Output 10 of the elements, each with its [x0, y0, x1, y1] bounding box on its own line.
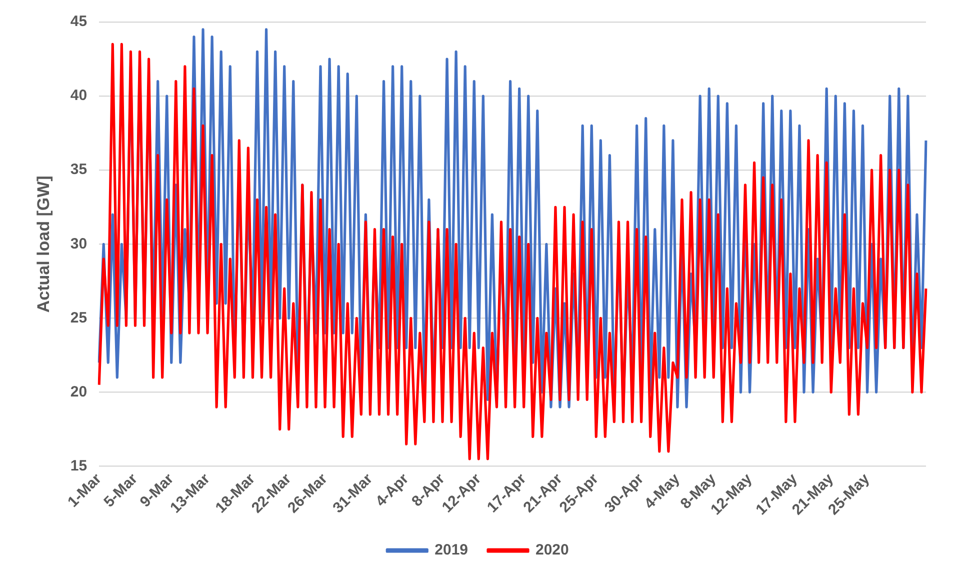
legend-label: 2020 [536, 542, 569, 559]
y-tick-label: 30 [70, 235, 88, 252]
y-tick-label: 45 [70, 13, 88, 30]
y-tick-label: 20 [70, 383, 88, 400]
y-tick-label: 35 [70, 161, 88, 178]
legend-label: 2019 [434, 542, 468, 559]
y-tick-label: 40 [70, 87, 88, 104]
y-axis-title: Actual load [GW] [34, 176, 53, 313]
y-tick-label: 15 [70, 457, 88, 474]
y-tick-label: 25 [70, 309, 88, 326]
